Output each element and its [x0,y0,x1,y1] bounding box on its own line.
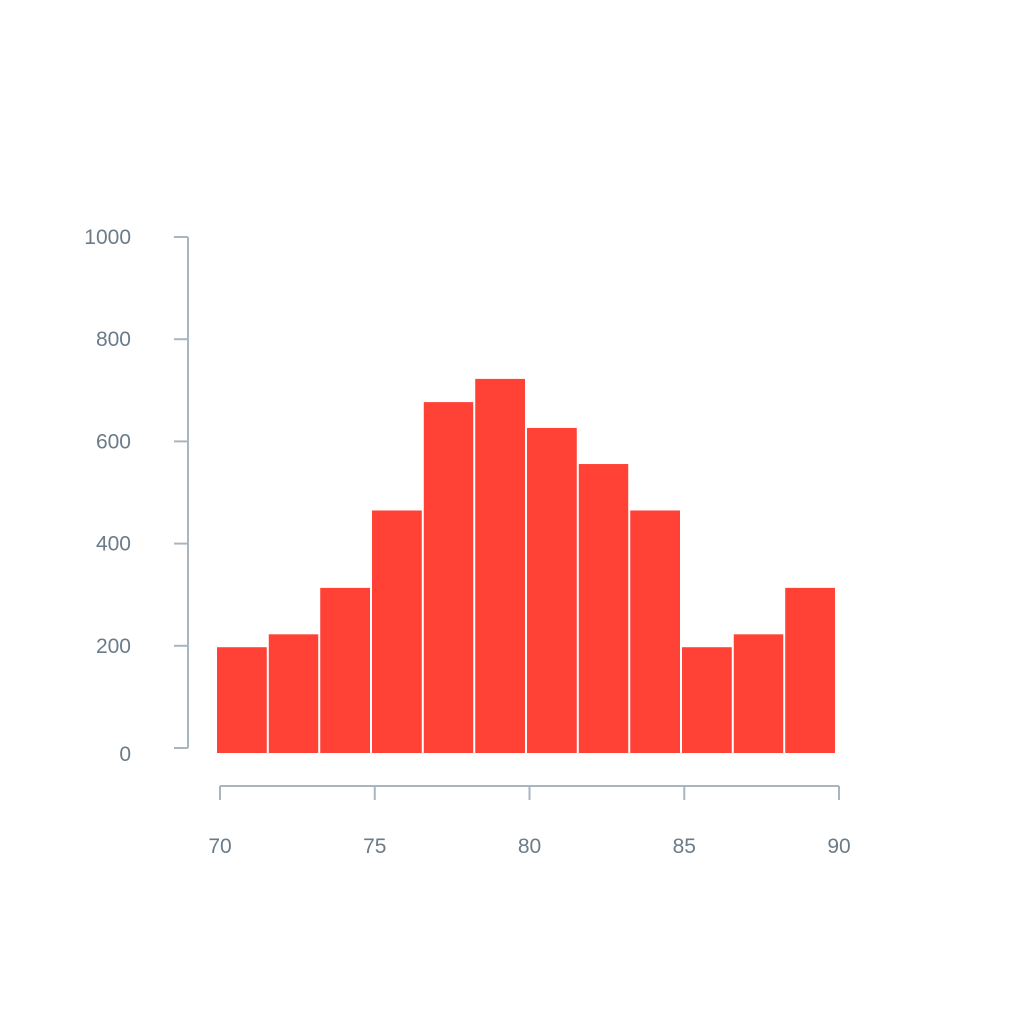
x-tick-label: 75 [363,835,386,858]
histogram-bar-6 [475,378,525,753]
histogram-bar-12 [785,587,835,753]
bars [217,378,835,753]
x-tick-label: 85 [673,835,696,858]
y-tick-label: 200 [96,635,131,658]
histogram-bar-7 [527,427,577,753]
histogram-bar-2 [268,634,319,753]
y-tick-label: 400 [96,533,131,556]
x-tick-label: 90 [827,835,850,858]
y-tick-label: 800 [96,328,131,351]
histogram-bar-5 [423,402,474,753]
x-tick-label: 80 [518,835,541,858]
y-tick-label: 0 [119,743,131,766]
histogram-bar-11 [733,634,784,753]
histogram-bar-9 [630,510,680,753]
histogram-bar-1 [217,647,267,753]
histogram-bar-4 [372,510,422,753]
y-tick-label: 1000 [84,226,131,249]
histogram-bar-8 [578,464,629,753]
histogram-bar-10 [682,647,732,753]
y-axis: 0 200 400 600 800 1000 [84,226,189,766]
x-axis: 70 75 80 85 90 [208,785,851,858]
x-tick-label: 70 [208,835,231,858]
y-tick-label: 600 [96,430,131,453]
histogram-bar-3 [320,587,370,753]
